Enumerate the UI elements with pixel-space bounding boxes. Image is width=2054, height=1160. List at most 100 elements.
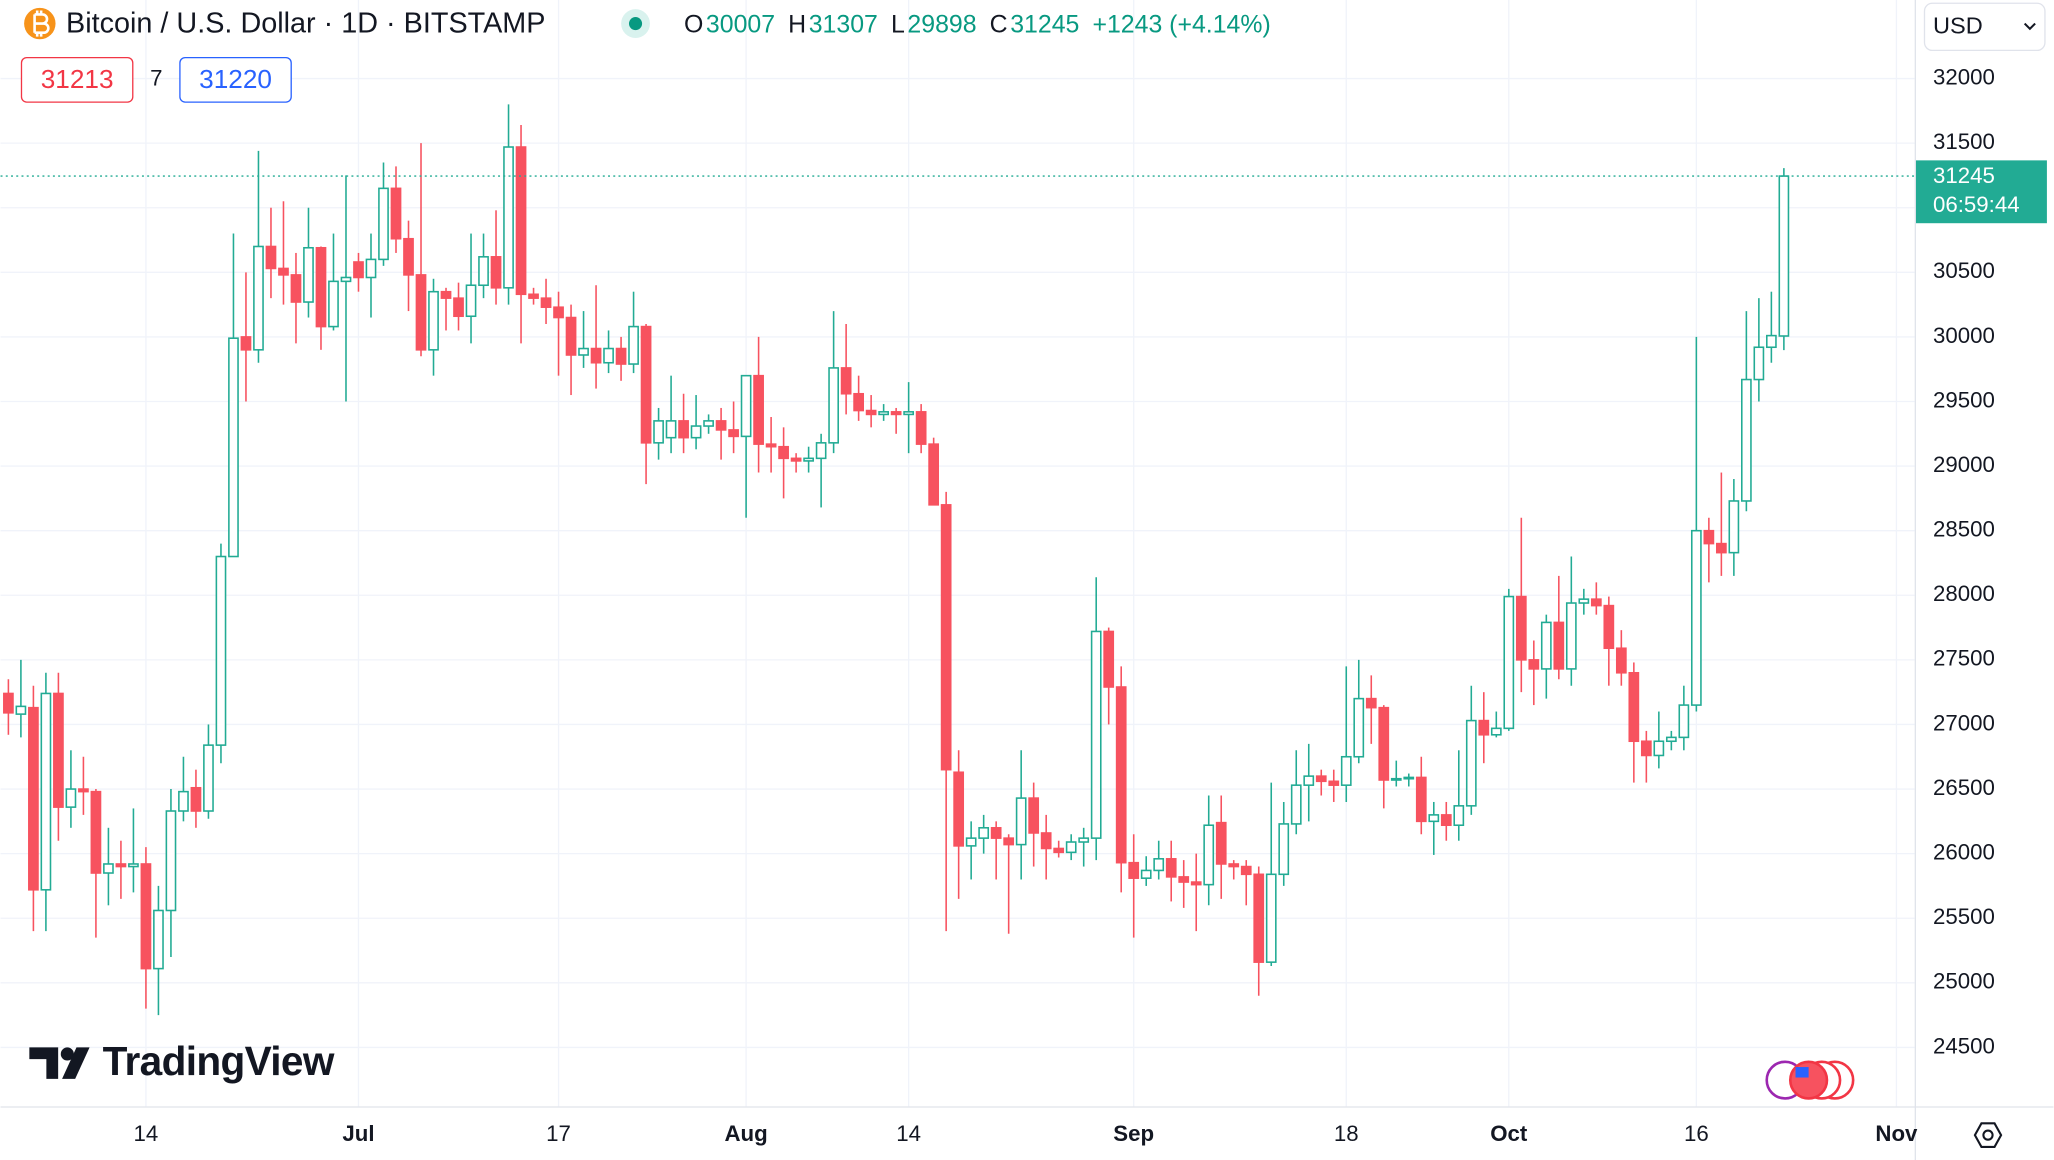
candle-body [878, 411, 890, 416]
candle-body [28, 706, 39, 891]
candle-body [1415, 776, 1427, 823]
currency-select[interactable] [1923, 2, 2046, 52]
candle-body [1715, 542, 1727, 554]
legend-value: 31245 [1010, 11, 1079, 39]
candle-body [715, 420, 727, 431]
ask-price: 31220 [199, 64, 272, 94]
candle-body [303, 246, 314, 303]
logo-mark [60, 1047, 74, 1061]
last-price-label: 31245 [1933, 163, 1995, 188]
candle-body [1053, 847, 1065, 854]
x-tick-label: Jul [342, 1121, 374, 1146]
y-tick-label: 27000 [1933, 710, 1995, 735]
logo-mark [29, 1047, 59, 1079]
candle-body [578, 347, 589, 356]
candle-body [65, 788, 77, 808]
y-tick-label: 29000 [1933, 452, 1995, 477]
candle-body [815, 442, 827, 460]
sell-button[interactable] [20, 56, 134, 103]
candle-body [440, 290, 452, 299]
x-tick-label: 14 [134, 1121, 159, 1146]
candle-body [803, 457, 814, 462]
candle-body [378, 187, 389, 261]
candle-body [1515, 595, 1527, 661]
legend-label: H [788, 11, 806, 39]
candle-body [940, 504, 952, 771]
candle-body [1103, 630, 1115, 688]
candle-body [965, 837, 977, 847]
legend-label: L [891, 11, 905, 39]
candle-body [1503, 595, 1515, 730]
candle-body [115, 863, 127, 868]
candle-body [765, 443, 777, 448]
candle-body [265, 245, 277, 270]
candle-body [615, 347, 627, 365]
candle-body [728, 429, 739, 438]
candle-body [1403, 776, 1415, 780]
candle-body [1640, 740, 1652, 757]
candle-body [1315, 775, 1327, 783]
candle-body [1240, 865, 1252, 876]
candle-body [228, 337, 239, 558]
candle-body [1440, 814, 1452, 827]
candle-body [1578, 598, 1590, 604]
candle-body [565, 316, 577, 356]
candle-body [328, 280, 339, 328]
event-icons[interactable] [1765, 1060, 1855, 1100]
y-tick-label: 24500 [1933, 1033, 1995, 1058]
candle-body [1390, 777, 1402, 781]
candle-body [278, 267, 289, 276]
candle-body [1028, 797, 1040, 834]
candle-body [1003, 837, 1015, 846]
candle-body [1753, 346, 1765, 381]
candle-body [1215, 821, 1227, 865]
candle-body [90, 790, 102, 874]
candle-body [140, 863, 152, 970]
y-tick-label: 26000 [1933, 840, 1995, 865]
candle-body [1478, 719, 1490, 736]
candle-body [890, 411, 902, 416]
x-tick-label: Nov [1875, 1121, 1918, 1146]
candle-body [1490, 727, 1502, 736]
legend-value: 29898 [907, 11, 976, 39]
buy-button[interactable] [179, 56, 292, 103]
candle-body [1040, 832, 1052, 850]
candle-body [678, 420, 689, 439]
candle-body [465, 284, 477, 318]
x-tick-label: Oct [1490, 1121, 1528, 1146]
candle-body [190, 786, 202, 812]
candle-body [1290, 784, 1302, 825]
candle-body [1665, 736, 1677, 743]
y-tick-label: 27500 [1933, 646, 1995, 671]
candle-body [1540, 621, 1552, 670]
settings-icon[interactable] [1973, 1122, 2003, 1148]
legend-label: O [684, 11, 703, 39]
candle-body [978, 827, 990, 839]
candle-body [1278, 823, 1290, 876]
candle-body [1340, 755, 1352, 786]
settings-hexagon[interactable] [1973, 1122, 2003, 1148]
candle-body [315, 246, 327, 328]
candle-body [840, 367, 852, 395]
candle-body [1015, 797, 1027, 846]
symbol-title[interactable]: Bitcoin / U.S. Dollar · 1D · BITSTAMP [66, 7, 546, 39]
candle-body [515, 146, 527, 296]
candle-body [853, 392, 864, 412]
candle-body [365, 258, 377, 279]
candle-body [53, 692, 64, 808]
candle-body [778, 445, 789, 460]
market-status-dot[interactable] [628, 17, 643, 31]
candle-body [1778, 175, 1790, 337]
candle-body [1603, 604, 1615, 650]
candle-body [390, 187, 402, 240]
y-tick-label: 28500 [1933, 517, 1995, 542]
candles [3, 104, 1790, 1016]
candle-body [353, 261, 364, 279]
candle-body [790, 457, 802, 462]
spread: 7 [150, 66, 162, 91]
candle-body [1365, 697, 1377, 709]
x-tick-label: Aug [724, 1121, 767, 1146]
y-tick-label: 25000 [1933, 969, 1995, 994]
candle-body [865, 409, 877, 416]
